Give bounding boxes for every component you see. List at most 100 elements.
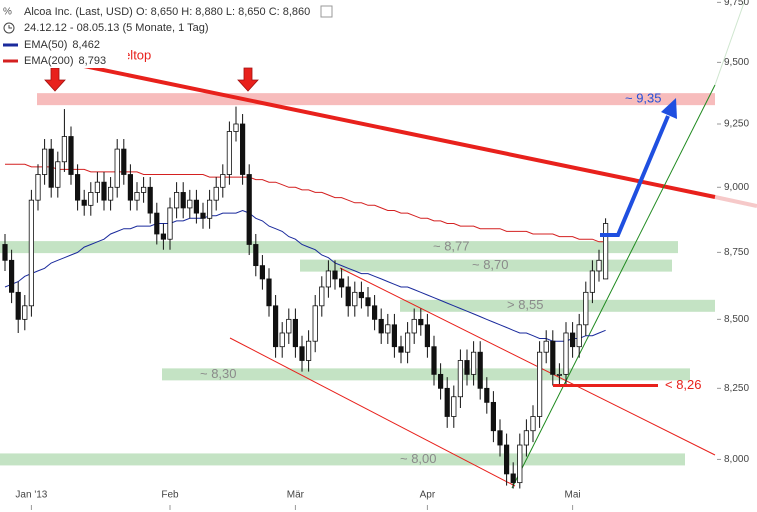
candle-body (444, 387, 450, 417)
top-arrow (237, 67, 259, 92)
candle-body (22, 305, 28, 320)
candle-body (424, 324, 431, 348)
candle-body (253, 244, 259, 267)
candle-body (378, 318, 384, 334)
candle-body (286, 318, 292, 334)
candle-body (15, 291, 21, 320)
candle-body (503, 444, 510, 475)
candle-body (589, 270, 596, 293)
level-band (162, 368, 690, 381)
ema-line (5, 163, 606, 243)
y-tick-label: 9,000 (724, 182, 749, 193)
candle-body (233, 123, 239, 132)
candle-body (477, 351, 483, 389)
level-label: > 8,55 (507, 297, 544, 312)
candle-body (48, 148, 54, 188)
candle-body (319, 286, 325, 307)
candle-body (570, 332, 576, 348)
candle-body (345, 286, 351, 307)
period: 24.12.12 - 08.05.13 (5 Monate, 1 Tag) (24, 22, 208, 34)
candle-body (55, 161, 61, 188)
candle-body (517, 444, 523, 484)
candle-body (114, 148, 120, 188)
level-band (0, 453, 685, 466)
settings-icon[interactable] (320, 5, 333, 18)
candle-body (352, 291, 358, 307)
marks-layer (2, 106, 609, 489)
level-band (300, 259, 672, 272)
legend-background (0, 36, 128, 68)
legend-name: EMA(200) (24, 55, 74, 67)
candle-body (35, 174, 41, 201)
candle-body (556, 373, 563, 376)
candle-body (239, 123, 246, 175)
y-tick-label: 8,500 (724, 314, 749, 325)
candle-body (81, 199, 87, 206)
candle-body (140, 186, 147, 193)
candle-body (200, 212, 206, 219)
y-tick-label: 8,000 (724, 454, 749, 465)
top-arrow (44, 67, 66, 92)
candle-body (418, 318, 424, 326)
candle-body (167, 207, 173, 240)
candle-body (510, 473, 516, 484)
level-band (0, 241, 678, 254)
level-label: ~ 8,70 (472, 257, 509, 272)
candle-body (108, 186, 114, 201)
level-band (37, 93, 715, 106)
level-label: ~ 9,35 (625, 91, 662, 106)
legend-value: 8,793 (79, 55, 107, 67)
level-label: ~ 8,77 (433, 239, 470, 254)
candle-body (279, 332, 285, 348)
candle-body (490, 401, 497, 432)
candle-body (464, 360, 470, 375)
candle-body (411, 318, 417, 334)
candle-body (220, 174, 226, 188)
clock-icon (3, 22, 15, 34)
y-tick-label: 9,500 (724, 57, 749, 68)
candle-body (246, 174, 252, 245)
candle-body (497, 430, 503, 446)
clock-hands (8, 25, 12, 29)
logo-icon: % (3, 7, 12, 18)
candle-body (94, 181, 100, 193)
candle-body (437, 373, 444, 389)
uptrend-line (511, 84, 716, 489)
uptrend-fade (714, 0, 746, 86)
candle-body (457, 360, 464, 398)
candle-body (187, 199, 193, 209)
candle-body (563, 332, 569, 375)
candle-body (431, 346, 437, 375)
candle-body (596, 259, 602, 272)
candle-body (173, 192, 180, 209)
x-tick-label: Jan '13 (15, 490, 47, 501)
candle-body (127, 174, 133, 201)
y-tick-label: 9,250 (724, 119, 749, 130)
candle-body (470, 351, 477, 375)
level-label: ~ 8,00 (400, 451, 437, 466)
trend-line-fade (714, 195, 757, 208)
candle-body (332, 270, 338, 280)
candle-body (312, 305, 318, 342)
forecast-arrow-head (661, 98, 677, 119)
title: Alcoa Inc. (Last, USD) (24, 6, 133, 18)
legend-value: 8,462 (72, 39, 100, 51)
candle-body (75, 174, 81, 201)
candle-body (530, 416, 536, 432)
candle-body (305, 340, 312, 361)
candle-body (154, 212, 160, 235)
candle-body (543, 340, 549, 353)
candle-body (404, 332, 411, 353)
x-tick-label: Mär (287, 490, 305, 501)
candle-body (537, 351, 543, 417)
candle-body (213, 186, 219, 201)
candle-body (338, 278, 345, 288)
candle-body (147, 186, 153, 214)
candle-body (365, 297, 371, 307)
ema-line (4, 209, 606, 342)
candle-body (121, 148, 127, 175)
candle-body (134, 192, 140, 201)
downtrend-line (59, 59, 716, 199)
candle-body (193, 199, 199, 214)
